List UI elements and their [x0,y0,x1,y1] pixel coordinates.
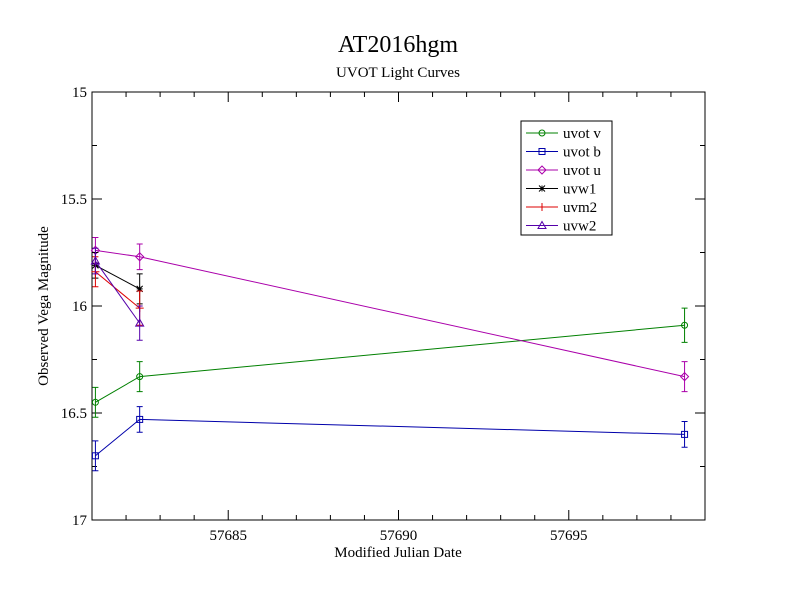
legend-label: uvot u [563,163,601,179]
series-uvot-b [91,406,689,472]
series-uvot-v [91,307,689,418]
legend-item: uvw1 [526,182,596,198]
legend-item: uvot b [526,145,601,161]
data-point [538,203,546,211]
legend-item: uvm2 [526,200,597,216]
data-point [134,318,145,327]
x-tick-label: 57695 [550,528,588,544]
y-tick-label: 15.5 [61,192,87,208]
data-point [681,321,689,329]
chart-subtitle: UVOT Light Curves [336,65,460,81]
y-tick-label: 16.5 [61,406,87,422]
y-axis-label: Observed Vega Magnitude [36,226,52,386]
legend-item: uvw2 [526,219,596,235]
y-tick-label: 17 [72,513,88,529]
series-uvw1 [92,252,144,305]
plot-frame [91,91,706,521]
series-line [95,264,140,290]
error-bar [681,307,688,343]
legend: uvot v uvot b uvot u uvw1 uvm2 uvw2 [520,120,613,236]
legend-label: uvw1 [563,182,596,198]
data-point [538,148,546,155]
legend-label: uvm2 [563,200,597,216]
series-uvot-u [90,237,690,393]
series-line [95,271,140,309]
x-tick-label: 57690 [380,528,418,544]
x-axis-label: Modified Julian Date [334,545,462,561]
error-bar [681,421,688,448]
error-bar [92,386,99,418]
data-point [537,220,547,229]
error-bar [136,406,143,433]
data-point [136,415,144,423]
legend-item: uvot u [526,163,601,179]
series-layer [90,237,690,472]
legend-label: uvw2 [563,219,596,235]
error-bar [136,243,143,271]
series-line [95,418,685,457]
series-line [95,249,685,378]
x-tick-label: 57685 [209,528,247,544]
y-tick-label: 16 [72,299,88,315]
data-point [537,165,547,175]
legend-box [520,120,613,236]
data-point [681,430,689,438]
error-bar [92,247,99,275]
data-point [538,129,546,137]
series-line [95,324,685,403]
data-point [90,256,101,265]
data-point [136,373,144,381]
data-point [136,285,144,293]
error-bar [681,361,688,393]
y-tick-label: 15 [72,85,87,101]
data-point [679,371,690,382]
chart-title: AT2016hgm [338,32,458,58]
data-point [91,398,99,406]
legend-item: uvot v [526,126,601,142]
series-line [94,260,141,324]
data-point [91,452,99,460]
error-bar [136,361,143,393]
error-bar [92,440,99,472]
data-point [538,185,546,192]
series-uvw2 [90,247,145,341]
legend-label: uvot v [563,126,601,142]
data-point [134,252,145,262]
legend-label: uvot b [563,145,601,161]
axes: 57685 57690 57695 15 15.5 16 16.5 17 [61,85,706,544]
error-bar [136,305,143,341]
